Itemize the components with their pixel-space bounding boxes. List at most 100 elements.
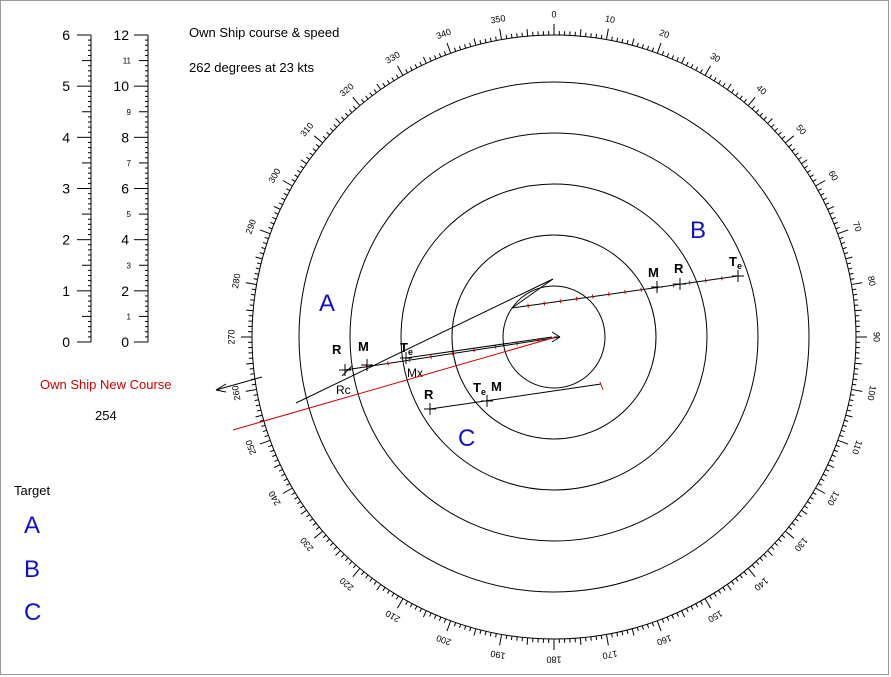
compass-tick <box>422 610 427 618</box>
range-ring <box>502 285 606 389</box>
compass-tick <box>778 131 782 136</box>
compass-tick <box>489 632 492 637</box>
compass-tick <box>326 538 330 543</box>
compass-tick <box>264 236 269 240</box>
compass-tick <box>246 309 254 312</box>
compass-tick <box>831 216 836 220</box>
compass-tick <box>386 80 390 84</box>
target-a-label[interactable]: A <box>319 290 336 317</box>
range-tick <box>591 294 594 299</box>
compass-tick <box>820 192 825 196</box>
compass-tick <box>283 478 288 482</box>
compass-tick <box>743 98 747 103</box>
scale-right-minor-label: 9 <box>127 108 132 117</box>
target-c-label[interactable]: C <box>458 425 476 452</box>
compass-tick <box>458 45 462 50</box>
compass-tick <box>255 267 260 270</box>
compass-tick <box>651 622 655 627</box>
compass-tick <box>251 383 256 386</box>
target-b-m-label: M <box>648 265 659 280</box>
compass-tick <box>326 131 330 136</box>
compass-tick <box>731 581 735 585</box>
compass-tick <box>852 293 858 296</box>
compass-tick <box>685 61 689 66</box>
compass-tick <box>309 152 314 156</box>
compass-label: 140 <box>752 575 770 592</box>
compass-tick <box>854 309 862 312</box>
compass-tick <box>781 135 786 140</box>
range-tick <box>721 276 723 281</box>
compass-tick <box>854 362 862 365</box>
compass-tick <box>611 36 613 41</box>
compass-tick <box>505 635 508 640</box>
legend-target-c[interactable]: C <box>24 599 42 626</box>
compass-tick <box>722 83 726 87</box>
compass-label: 90 <box>872 332 882 342</box>
range-tick <box>408 358 411 363</box>
own-ship-arrow <box>551 331 561 338</box>
compass-tick <box>661 51 665 56</box>
target-b-label[interactable]: B <box>690 217 707 244</box>
compass-tick <box>616 632 619 637</box>
compass-tick <box>671 614 675 619</box>
compass-tick <box>286 188 291 192</box>
compass-tick <box>844 252 849 255</box>
compass-tick <box>510 635 513 641</box>
compass-label: 20 <box>658 27 671 40</box>
compass-tick <box>300 509 307 515</box>
compass-tick <box>291 492 296 496</box>
compass-tick <box>713 592 717 597</box>
compass-tick <box>429 612 432 617</box>
compass-tick <box>453 622 457 627</box>
compass-tick <box>246 362 254 365</box>
compass-tick <box>419 608 423 613</box>
compass-tick <box>344 557 349 562</box>
compass-tick <box>695 603 699 608</box>
target-c-m-label: M <box>491 379 502 394</box>
compass-tick <box>822 197 827 201</box>
compass-tick <box>253 278 258 280</box>
compass-label: 270 <box>226 329 236 344</box>
compass-tick <box>294 174 299 178</box>
compass-tick <box>605 28 609 40</box>
range-tick <box>430 354 432 359</box>
compass-tick <box>848 267 853 270</box>
compass-tick <box>833 449 838 453</box>
compass-tick <box>386 590 390 594</box>
target-a-cpa-line <box>295 278 554 404</box>
compass-tick <box>254 272 259 275</box>
compass-tick <box>788 526 793 530</box>
compass-tick <box>469 627 472 632</box>
compass-tick <box>272 454 277 458</box>
compass-tick <box>278 468 283 472</box>
compass-tick <box>313 530 323 539</box>
compass-tick <box>794 518 799 522</box>
target-b-te-label-sub: e <box>737 261 742 271</box>
compass-tick <box>812 492 817 496</box>
compass-tick <box>695 66 699 71</box>
compass-tick <box>807 169 811 173</box>
compass-tick <box>273 464 281 469</box>
compass-tick <box>809 496 814 500</box>
range-ring <box>400 183 708 491</box>
compass-tick <box>825 202 830 206</box>
compass-tick <box>841 241 846 245</box>
legend-target-a[interactable]: A <box>24 512 41 539</box>
compass-tick <box>352 96 361 106</box>
compass-tick <box>690 64 694 69</box>
compass-label: 10 <box>604 13 616 25</box>
compass-tick <box>505 34 508 39</box>
compass-label: 350 <box>490 13 507 25</box>
compass-tick <box>798 156 802 160</box>
compass-tick <box>438 616 442 621</box>
compass-tick <box>713 77 717 82</box>
compass-tick <box>791 148 796 152</box>
compass-tick <box>751 105 756 110</box>
scale-right-label: 10 <box>113 78 129 94</box>
compass-label: 40 <box>754 83 768 97</box>
legend-target-b[interactable]: B <box>24 556 41 583</box>
range-ring <box>298 81 810 593</box>
compass-tick <box>361 571 365 576</box>
compass-tick <box>827 464 835 469</box>
